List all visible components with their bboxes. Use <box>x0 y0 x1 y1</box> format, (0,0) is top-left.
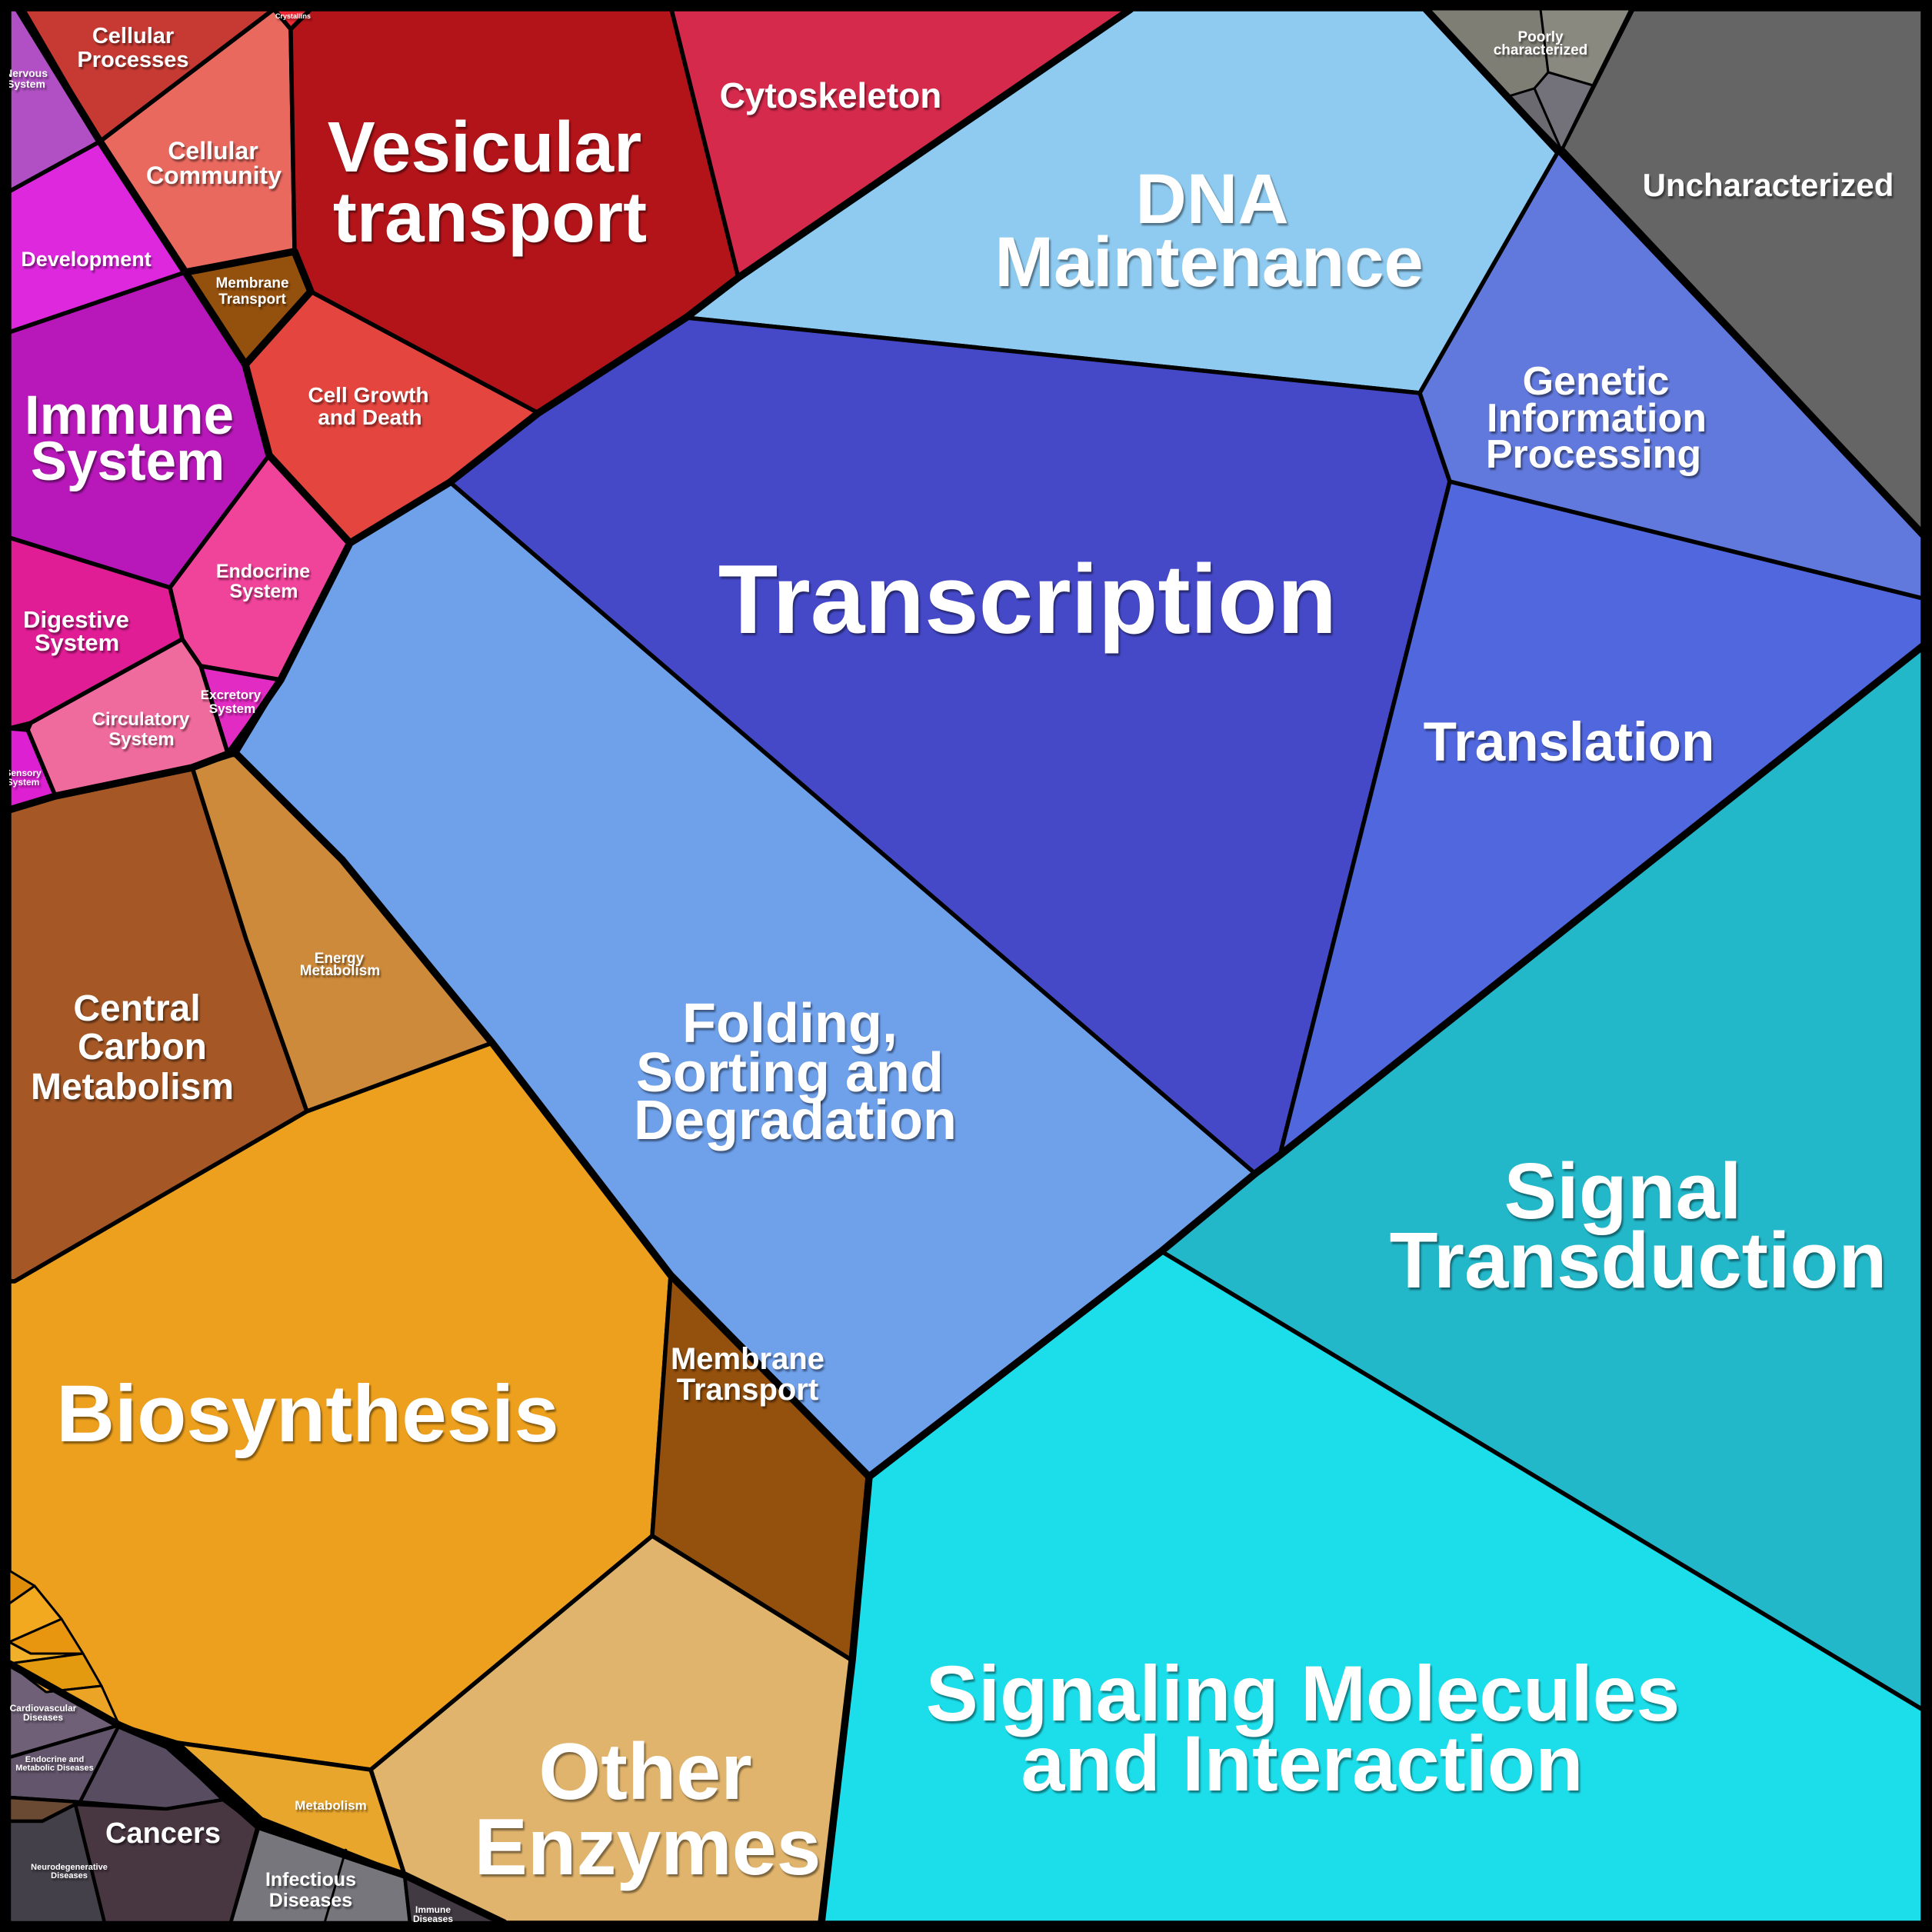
svg-text:System: System <box>209 701 255 716</box>
svg-text:Processing: Processing <box>1486 432 1701 477</box>
svg-text:Cellular: Cellular <box>92 24 174 48</box>
svg-text:Folding,: Folding, <box>682 993 898 1054</box>
svg-text:Metabolism: Metabolism <box>295 1798 367 1813</box>
svg-text:Vesicular: Vesicular <box>328 107 641 187</box>
svg-text:and Interaction: and Interaction <box>1021 1720 1583 1807</box>
svg-text:Central: Central <box>73 988 200 1029</box>
svg-text:Cytoskeleton: Cytoskeleton <box>720 75 942 115</box>
svg-text:Cancers: Cancers <box>105 1817 221 1850</box>
svg-text:Cardiovascular: Cardiovascular <box>10 1703 77 1714</box>
svg-text:System: System <box>35 629 119 656</box>
svg-text:Transcription: Transcription <box>718 545 1337 654</box>
svg-text:Circulatory: Circulatory <box>92 709 190 730</box>
svg-text:Diseases: Diseases <box>51 1871 88 1880</box>
svg-text:Immune: Immune <box>415 1904 451 1915</box>
svg-text:System: System <box>230 581 298 602</box>
svg-text:Metabolism: Metabolism <box>31 1067 234 1108</box>
svg-text:Degradation: Degradation <box>634 1090 957 1151</box>
svg-text:Energy: Energy <box>315 951 365 967</box>
svg-text:Digestive: Digestive <box>23 606 129 633</box>
svg-text:characterized: characterized <box>1494 42 1588 58</box>
svg-text:Community: Community <box>146 162 281 189</box>
svg-text:transport: transport <box>333 177 647 257</box>
svg-text:Endocrine: Endocrine <box>216 561 310 582</box>
svg-text:Poorly: Poorly <box>1517 29 1564 45</box>
svg-text:Signal: Signal <box>1504 1147 1741 1235</box>
svg-text:Membrane: Membrane <box>671 1342 824 1376</box>
svg-text:Sorting and: Sorting and <box>636 1042 944 1104</box>
svg-text:Information: Information <box>1487 396 1707 441</box>
svg-text:Infectious: Infectious <box>265 1869 356 1890</box>
svg-text:Endocrine and: Endocrine and <box>25 1755 84 1764</box>
svg-text:Neurodegenerative: Neurodegenerative <box>31 1863 108 1872</box>
svg-text:System: System <box>108 729 174 750</box>
svg-text:Other: Other <box>538 1727 751 1817</box>
svg-text:Processes: Processes <box>77 48 188 72</box>
svg-text:Diseases: Diseases <box>23 1712 63 1723</box>
svg-text:Enzymes: Enzymes <box>475 1803 821 1892</box>
svg-text:Nervous: Nervous <box>5 67 48 79</box>
svg-text:Carbon: Carbon <box>78 1027 207 1068</box>
svg-text:System: System <box>7 777 40 788</box>
svg-text:System: System <box>7 78 45 90</box>
svg-text:Sensory: Sensory <box>5 768 42 778</box>
svg-text:Transport: Transport <box>218 291 286 308</box>
svg-text:Translation: Translation <box>1424 712 1715 773</box>
svg-text:Crystallins: Crystallins <box>275 12 311 20</box>
svg-text:Signaling Molecules: Signaling Molecules <box>926 1650 1681 1737</box>
svg-text:and Death: and Death <box>318 405 421 429</box>
svg-text:Genetic: Genetic <box>1523 359 1670 404</box>
svg-text:Cell Growth: Cell Growth <box>308 383 428 407</box>
svg-text:Immune: Immune <box>25 385 234 446</box>
svg-text:Biosynthesis: Biosynthesis <box>56 1369 559 1459</box>
svg-text:System: System <box>31 431 225 492</box>
svg-text:Transport: Transport <box>677 1373 818 1407</box>
svg-text:Cellular: Cellular <box>168 137 258 165</box>
svg-text:Excretory: Excretory <box>201 688 261 702</box>
svg-text:Maintenance: Maintenance <box>994 223 1423 301</box>
svg-text:Uncharacterized: Uncharacterized <box>1643 167 1894 203</box>
svg-text:Metabolism: Metabolism <box>300 963 381 979</box>
svg-text:DNA: DNA <box>1135 160 1288 238</box>
svg-text:Metabolic Diseases: Metabolic Diseases <box>15 1764 94 1773</box>
svg-text:Membrane: Membrane <box>215 275 288 291</box>
svg-text:Transduction: Transduction <box>1390 1216 1887 1304</box>
svg-text:Development: Development <box>21 248 152 271</box>
svg-text:Diseases: Diseases <box>413 1914 453 1924</box>
svg-text:Diseases: Diseases <box>269 1890 352 1911</box>
